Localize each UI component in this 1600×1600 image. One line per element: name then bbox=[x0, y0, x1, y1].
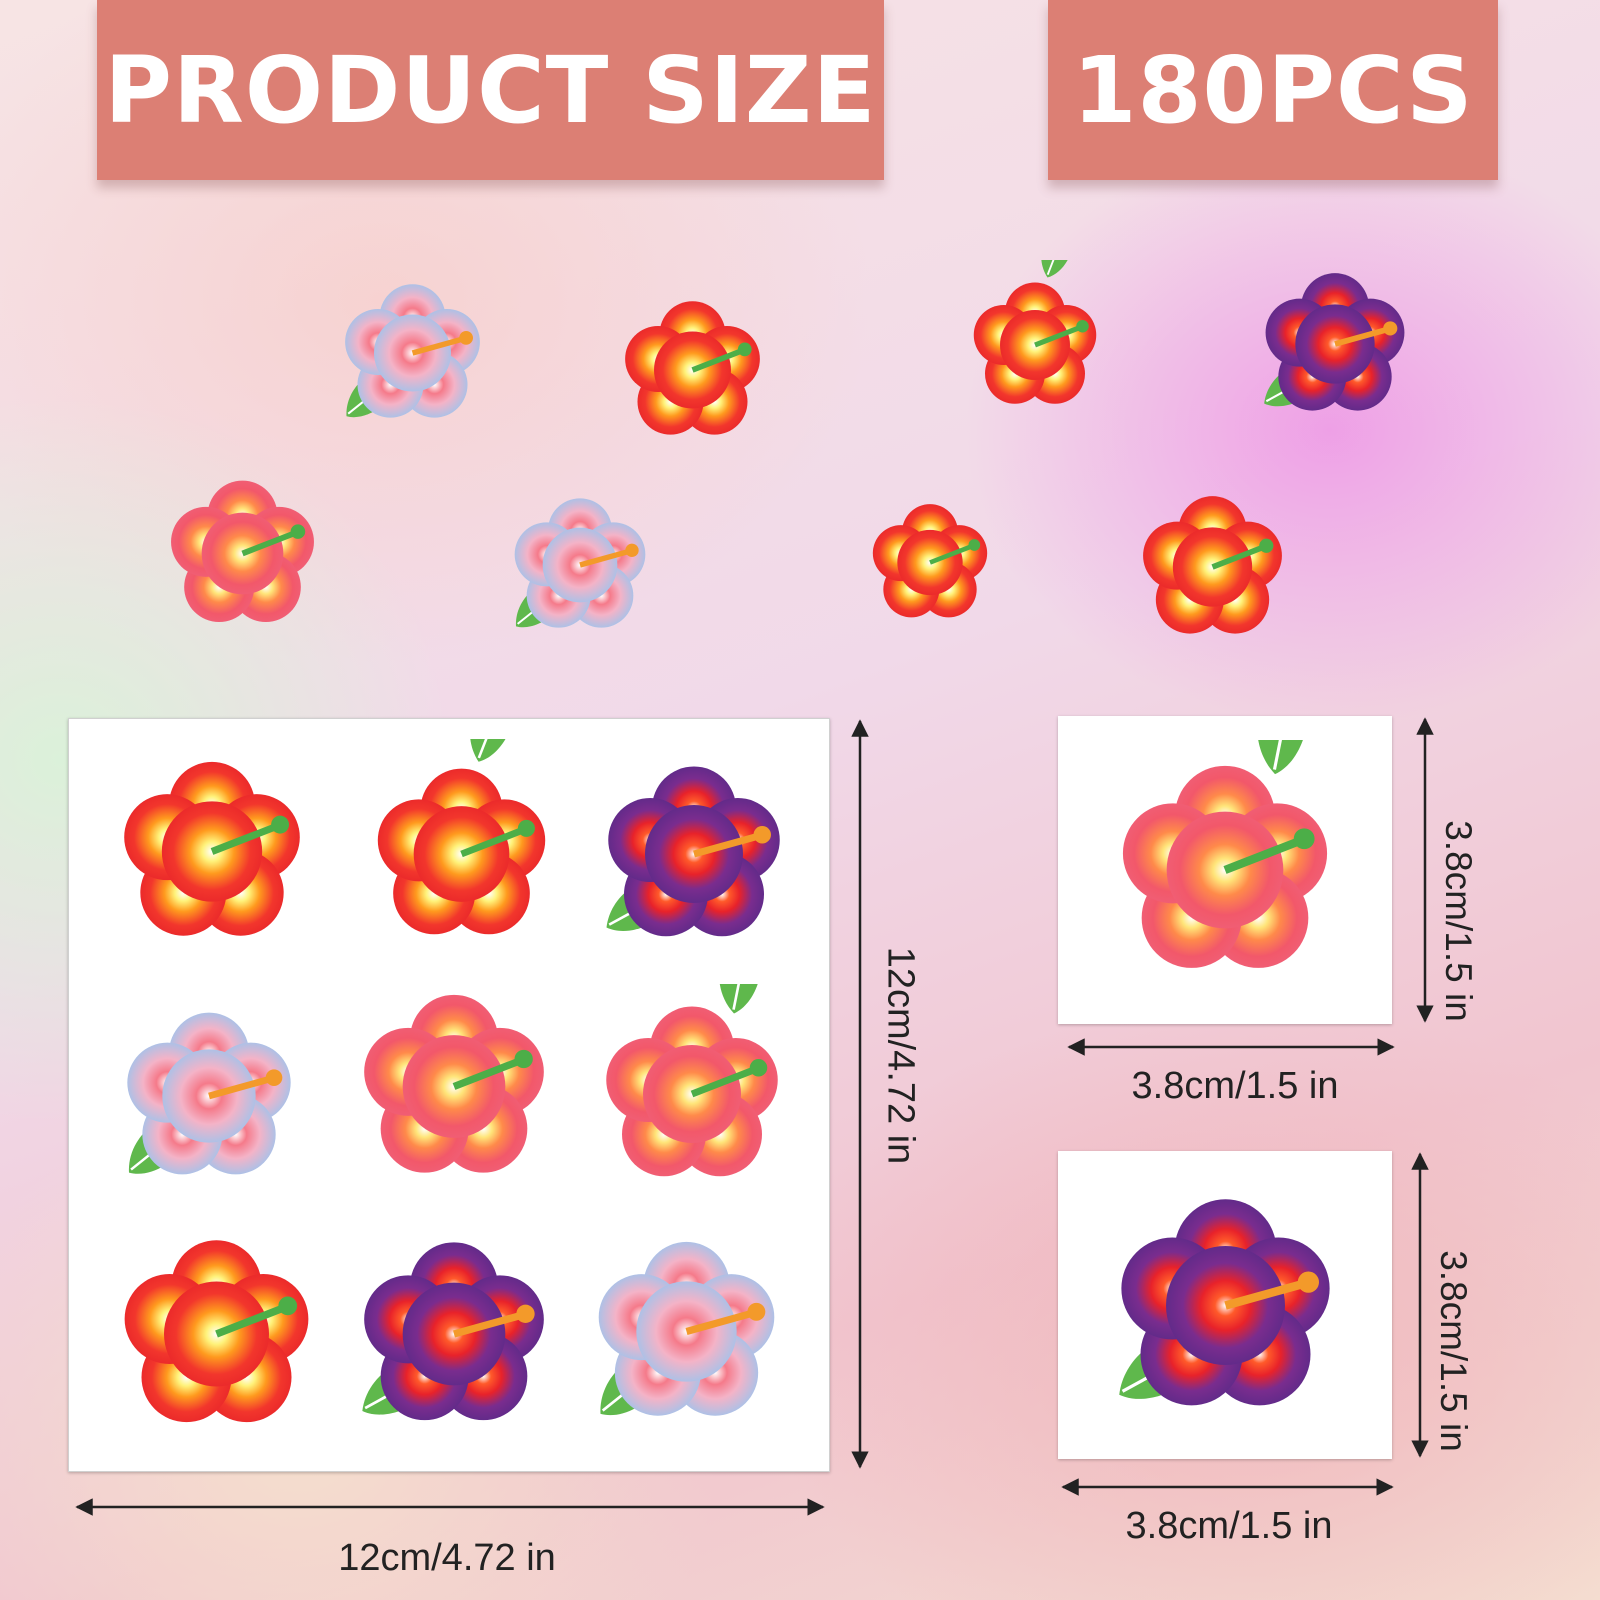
hibiscus-red-icon bbox=[1125, 482, 1300, 652]
tattoo-2-height-label: 3.8cm/1.5 in bbox=[1433, 1250, 1474, 1452]
tattoo-2-width-arrow-icon bbox=[1061, 1478, 1394, 1496]
hibiscus-coral-icon bbox=[155, 466, 330, 641]
hibiscus-red-icon bbox=[104, 1219, 329, 1449]
product-size-title: PRODUCT SIZE bbox=[104, 36, 877, 144]
single-tattoo-purple bbox=[1058, 1151, 1392, 1459]
product-size-banner: PRODUCT SIZE bbox=[97, 0, 884, 180]
single-tattoo-coral bbox=[1058, 716, 1392, 1024]
hibiscus-coral-icon bbox=[344, 974, 564, 1199]
hibiscus-purple-icon bbox=[1098, 1173, 1353, 1438]
sheet-height-label: 12cm/4.72 in bbox=[879, 946, 922, 1165]
hibiscus-purple-icon bbox=[1250, 258, 1420, 430]
pieces-count-title: 180PCS bbox=[1072, 36, 1474, 144]
hibiscus-purple-icon bbox=[584, 749, 804, 959]
tattoo-1-width-arrow-icon bbox=[1067, 1038, 1395, 1056]
tattoo-1-width-label: 3.8cm/1.5 in bbox=[1131, 1065, 1339, 1107]
tattoo-sheet bbox=[68, 718, 830, 1472]
sheet-width-label: 12cm/4.72 in bbox=[338, 1537, 556, 1579]
hibiscus-red-icon bbox=[610, 285, 775, 455]
hibiscus-blue-icon bbox=[330, 268, 495, 438]
hibiscus-red-icon bbox=[960, 260, 1110, 430]
hibiscus-coral-icon bbox=[1100, 740, 1350, 1000]
hibiscus-blue-icon bbox=[579, 1219, 794, 1444]
hibiscus-blue-icon bbox=[109, 981, 309, 1211]
tattoo-2-width-label: 3.8cm/1.5 in bbox=[1125, 1505, 1333, 1547]
hibiscus-purple-icon bbox=[344, 1224, 564, 1444]
tattoo-1-height-arrow-icon bbox=[1416, 717, 1434, 1023]
sheet-width-arrow-icon bbox=[75, 1498, 825, 1516]
tattoo-2-height-arrow-icon bbox=[1411, 1152, 1429, 1458]
tattoo-1-height-label: 3.8cm/1.5 in bbox=[1438, 820, 1479, 1022]
hibiscus-red-icon bbox=[860, 475, 1000, 650]
hibiscus-red-icon bbox=[359, 739, 564, 969]
hibiscus-red-icon bbox=[587, 984, 797, 1204]
sheet-height-arrow-icon bbox=[851, 719, 869, 1469]
hibiscus-blue-icon bbox=[500, 480, 660, 650]
pieces-count-banner: 180PCS bbox=[1048, 0, 1498, 180]
hibiscus-red-icon bbox=[97, 744, 327, 959]
